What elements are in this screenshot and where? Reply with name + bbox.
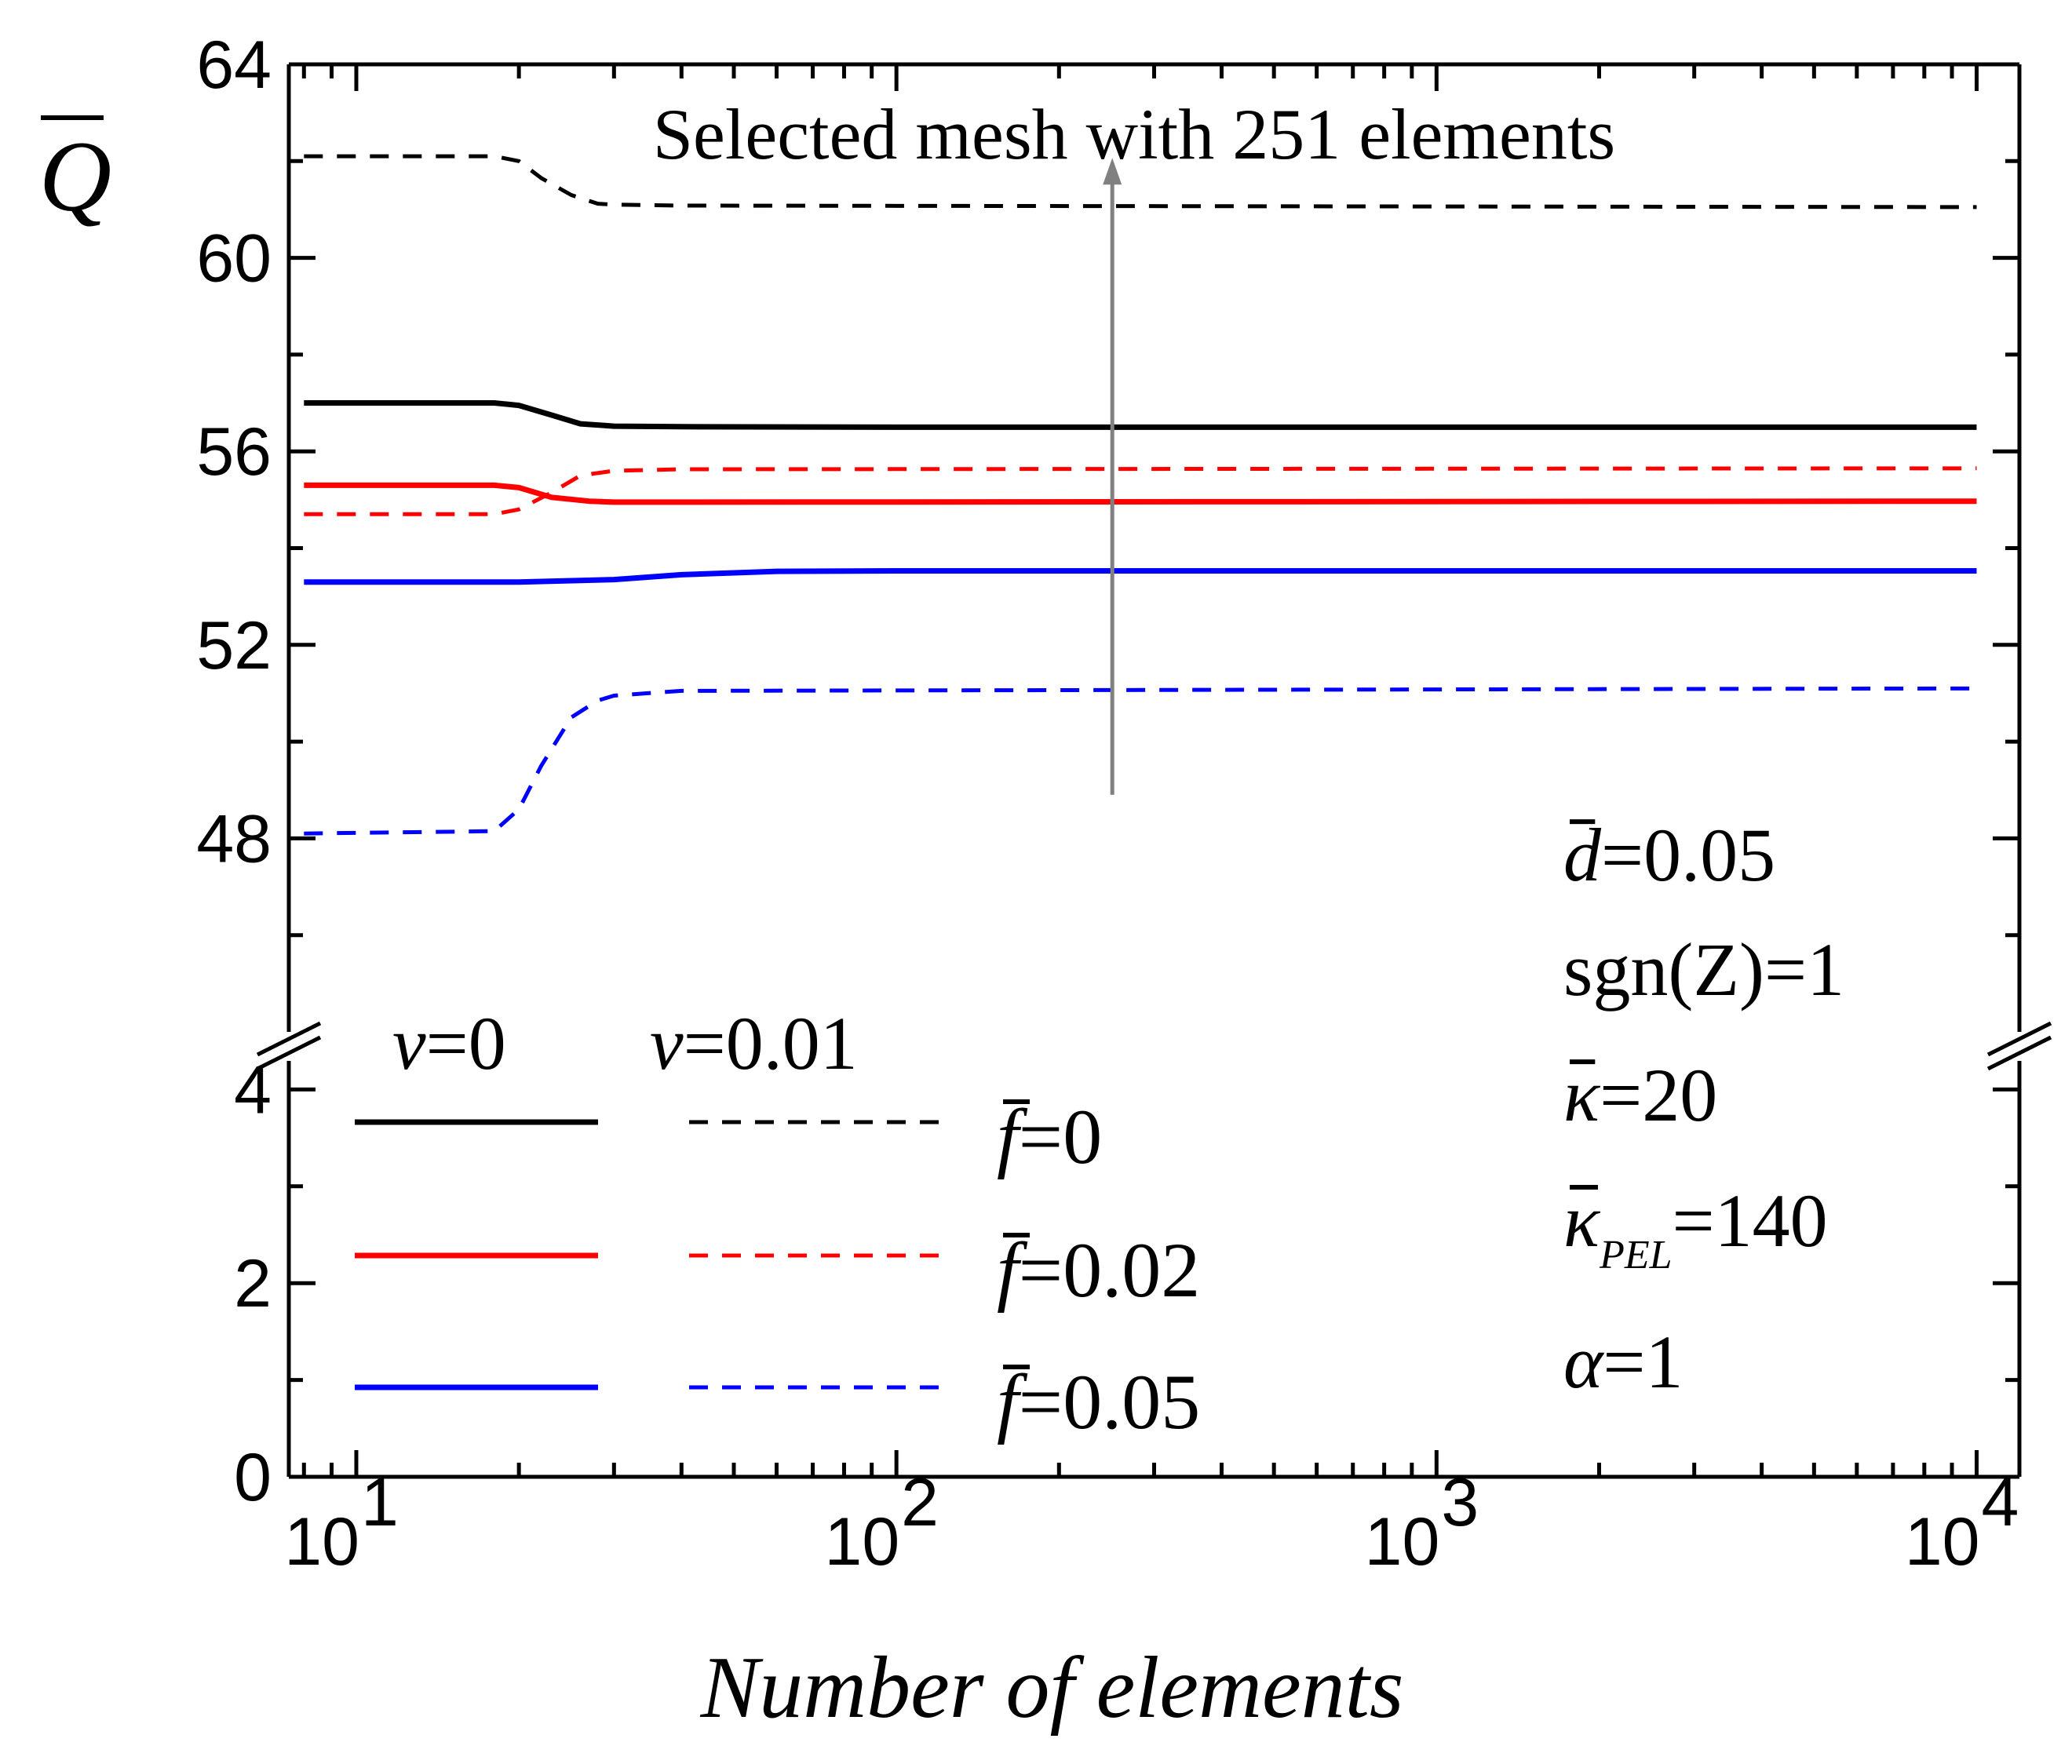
param-alpha-text: α=1	[1563, 1320, 1683, 1404]
y-tick-label: 52	[196, 608, 272, 683]
param-kappa-text: κ=20	[1563, 1053, 1717, 1137]
series-layer	[304, 154, 1977, 836]
x-tick-base: 10	[1365, 1504, 1440, 1580]
param-alpha: α=1	[1563, 1320, 1683, 1404]
x-tick-label: 103	[1365, 1465, 1479, 1580]
legend-col-header-2-text: ν=0.01	[650, 1001, 858, 1085]
x-tick-exponent: 2	[901, 1465, 939, 1540]
legend-label: f=0.02	[997, 1226, 1200, 1314]
axis-break-mark	[1986, 1035, 2052, 1071]
series-line	[304, 154, 1977, 210]
x-tick-base: 10	[284, 1504, 359, 1580]
param-kappa-pel: κPEL=140	[1563, 1179, 1828, 1277]
y-tick-label: 4	[234, 1052, 272, 1128]
param-sgn: sgn(Z)=1	[1563, 928, 1844, 1011]
x-tick-label: 101	[284, 1465, 399, 1580]
legend-label-text: f=0	[997, 1093, 1102, 1180]
legend-col-header-2: ν=0.01	[650, 1001, 858, 1085]
annotation-layer: Selected mesh with 251 elements	[653, 94, 1615, 795]
x-tick-exponent: 1	[361, 1465, 399, 1540]
series-line	[304, 686, 1977, 836]
param-kappa-pel-text: κPEL=140	[1563, 1179, 1828, 1277]
x-tick-exponent: 3	[1441, 1465, 1479, 1540]
legend-label: f=0	[997, 1093, 1102, 1180]
legend-col-header-1-text: ν=0	[392, 1001, 506, 1085]
legend-col-header-1: ν=0	[392, 1001, 506, 1085]
legend-label: f=0.05	[997, 1358, 1200, 1445]
series-line	[304, 400, 1977, 430]
x-tick-label: 102	[824, 1465, 939, 1580]
y-tick-label: 0	[234, 1440, 272, 1515]
series-line	[304, 568, 1977, 585]
annotation-text: Selected mesh with 251 elements	[653, 94, 1615, 174]
param-d-text: d=0.05	[1563, 813, 1775, 897]
series-line	[304, 466, 1977, 516]
y-tick-label: 48	[196, 801, 272, 877]
parameter-box: d=0.05 sgn(Z)=1 κ=20 κPEL=140 α=1	[1563, 813, 1844, 1404]
param-d: d=0.05	[1563, 813, 1775, 897]
x-tick-base: 10	[824, 1504, 899, 1580]
series-line	[304, 482, 1977, 505]
y-tick-label: 60	[196, 221, 272, 297]
x-tick-base: 10	[1905, 1504, 1980, 1580]
legend-label-text: f=0.05	[997, 1358, 1200, 1445]
axis-break-mark	[256, 1021, 322, 1057]
param-kappa: κ=20	[1563, 1053, 1717, 1137]
y-tick-label: 64	[196, 27, 272, 103]
legend: ν=0 ν=0.01 f=0 f=0.02 f=0.05	[355, 1001, 1200, 1445]
y-tick-label: 56	[196, 414, 272, 490]
y-axis-label: Q	[39, 115, 111, 232]
y-axis-label-text: Q	[39, 121, 111, 232]
y-tick-label: 2	[234, 1246, 272, 1321]
legend-label-text: f=0.02	[997, 1226, 1200, 1314]
axis-break-mark	[1986, 1021, 2052, 1057]
annotation-arrowhead	[1103, 158, 1122, 185]
x-axis-label: Number of elements	[700, 1639, 1404, 1737]
x-tick-exponent: 4	[1982, 1465, 2019, 1540]
x-tick-label: 104	[1905, 1465, 2019, 1580]
axis-break-mark	[256, 1035, 322, 1071]
